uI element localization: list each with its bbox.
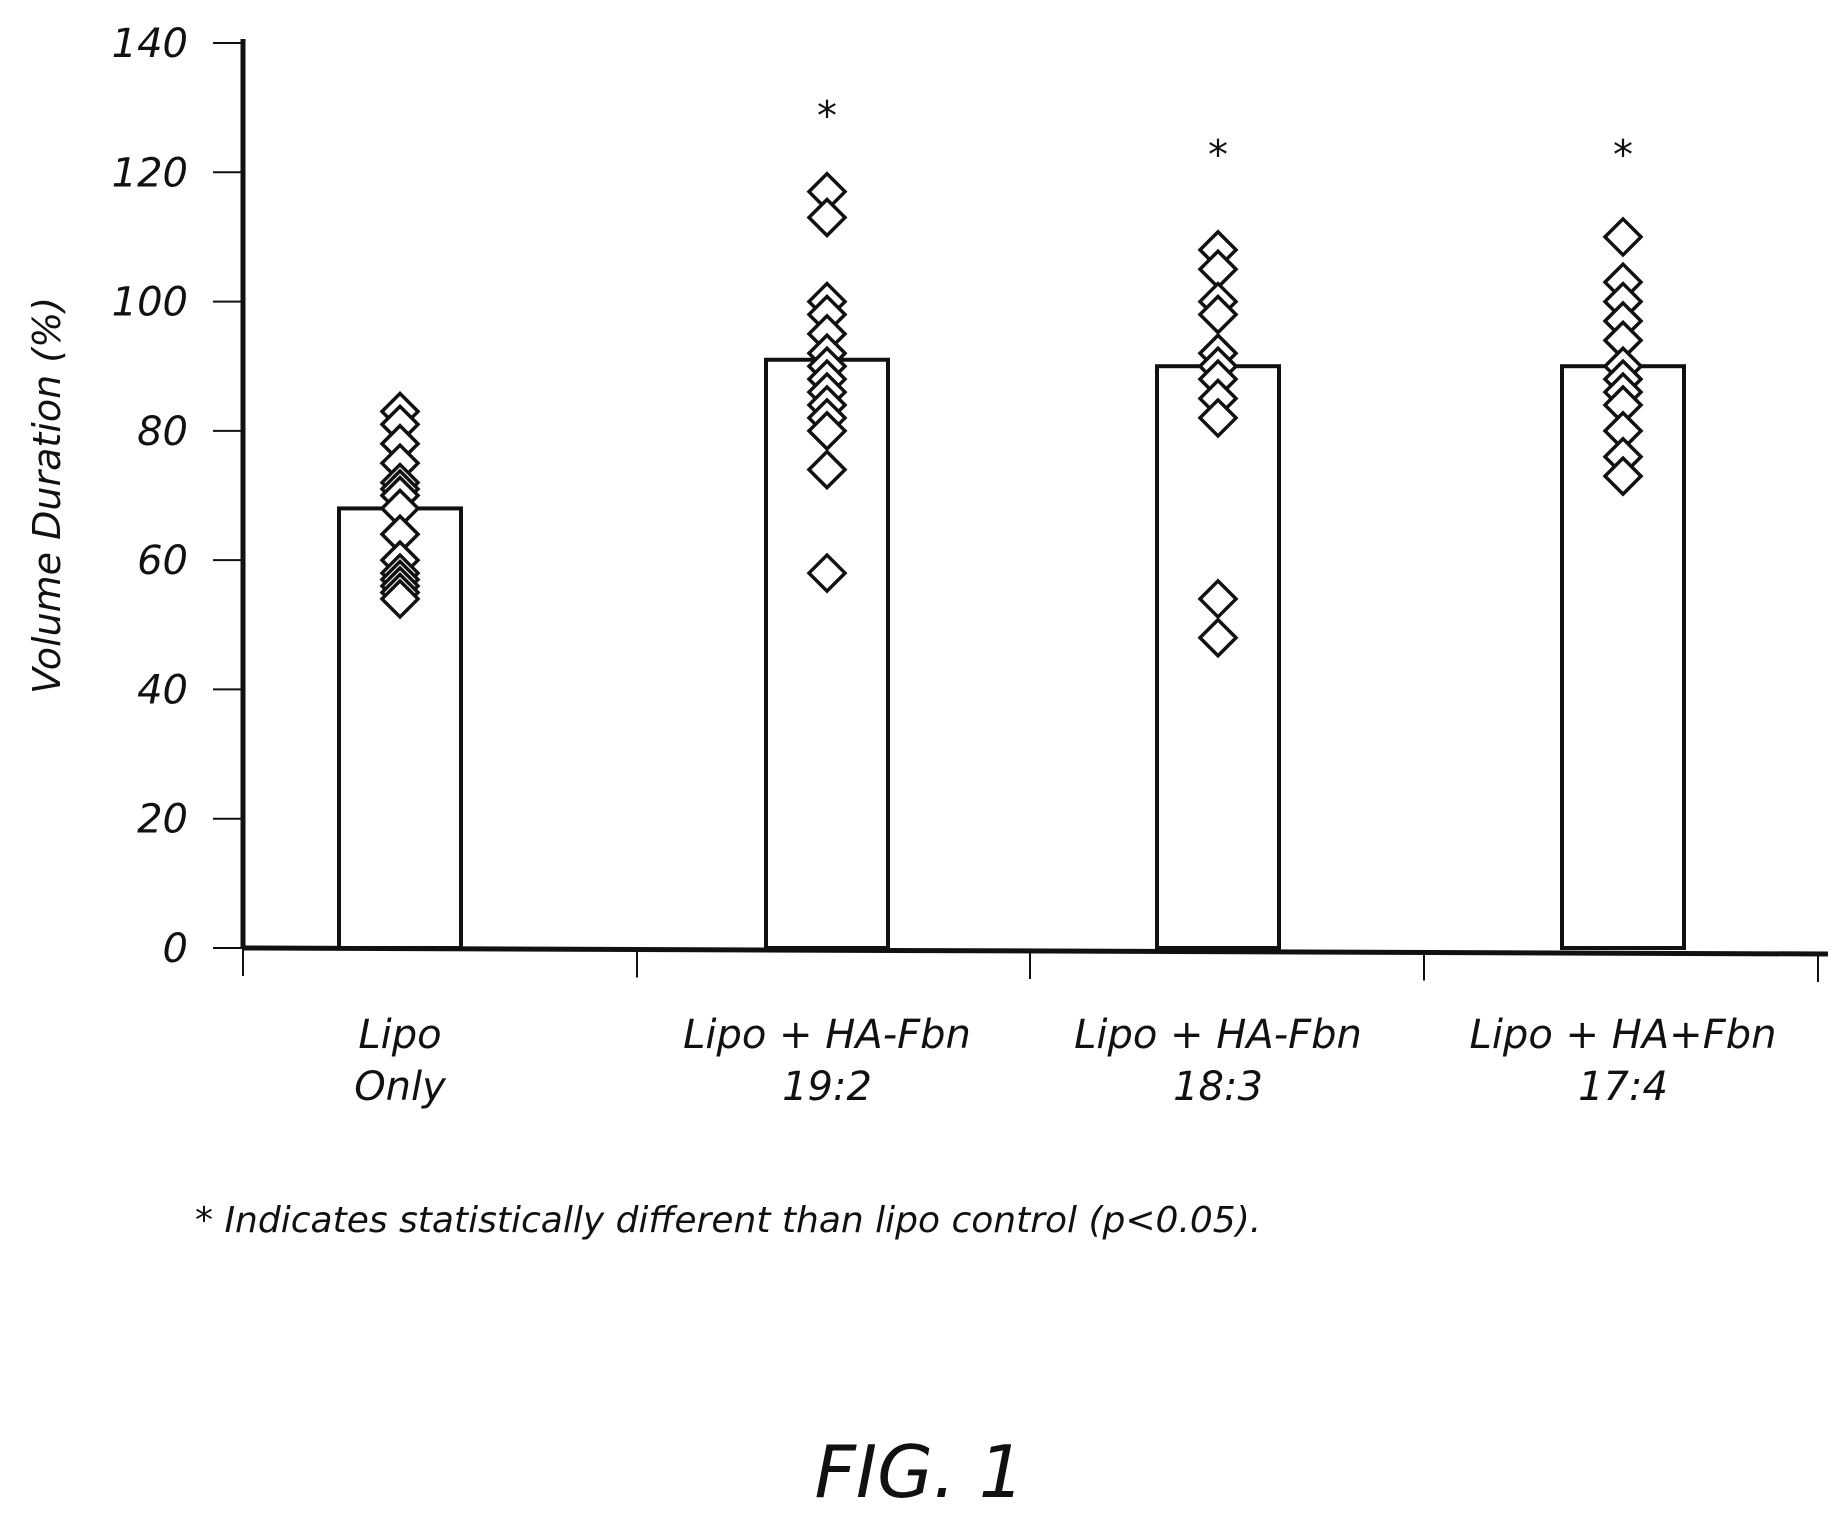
y-tick-label: 40 <box>137 667 188 713</box>
x-tick-label: Lipo + HA-Fbn <box>1074 1012 1362 1058</box>
data-point <box>806 197 848 239</box>
data-point <box>1197 294 1239 335</box>
data-point <box>806 449 848 491</box>
data-point <box>1197 578 1239 620</box>
y-tick-label: 20 <box>137 797 188 843</box>
x-tick-label: 18:3 <box>1173 1064 1263 1110</box>
chart-axes <box>213 39 1829 982</box>
x-axis-line <box>242 945 1829 957</box>
data-point <box>1197 397 1239 439</box>
x-tick-label: Lipo <box>358 1012 441 1058</box>
significance-marker: * <box>1613 132 1633 178</box>
significance-marker: * <box>1208 132 1228 178</box>
y-tick-label: 120 <box>112 150 188 196</box>
footnote: * Indicates statistically different than… <box>195 1200 1262 1241</box>
x-tick-label: 19:2 <box>782 1064 872 1110</box>
figure-label: FIG. 1 <box>814 1430 1025 1514</box>
data-point <box>1602 455 1644 497</box>
point-group <box>379 171 1644 659</box>
bar-group <box>337 357 1686 950</box>
y-tick-label: 100 <box>112 280 188 326</box>
data-point <box>806 410 848 452</box>
y-tick-label: 140 <box>112 21 188 67</box>
x-tick-label: 17:4 <box>1578 1064 1668 1110</box>
x-tick-label: Lipo + HA-Fbn <box>683 1012 971 1058</box>
data-point <box>1197 617 1239 659</box>
data-point <box>1602 216 1644 258</box>
y-axis-label: Volume Duration (%) <box>25 297 69 694</box>
y-tick-label: 80 <box>137 409 188 455</box>
y-tick-label: 60 <box>137 538 188 584</box>
data-point <box>806 552 848 594</box>
significance-marker: * <box>817 94 837 140</box>
x-tick-label: Lipo + HA+Fbn <box>1470 1012 1777 1058</box>
data-point <box>379 578 421 620</box>
y-tick-label: 0 <box>163 926 188 972</box>
label-group: 0 20 40 60 80 100 120 140 Volume Duration (%) * * *… <box>25 21 1776 1110</box>
x-tick-label: Only <box>354 1064 447 1110</box>
